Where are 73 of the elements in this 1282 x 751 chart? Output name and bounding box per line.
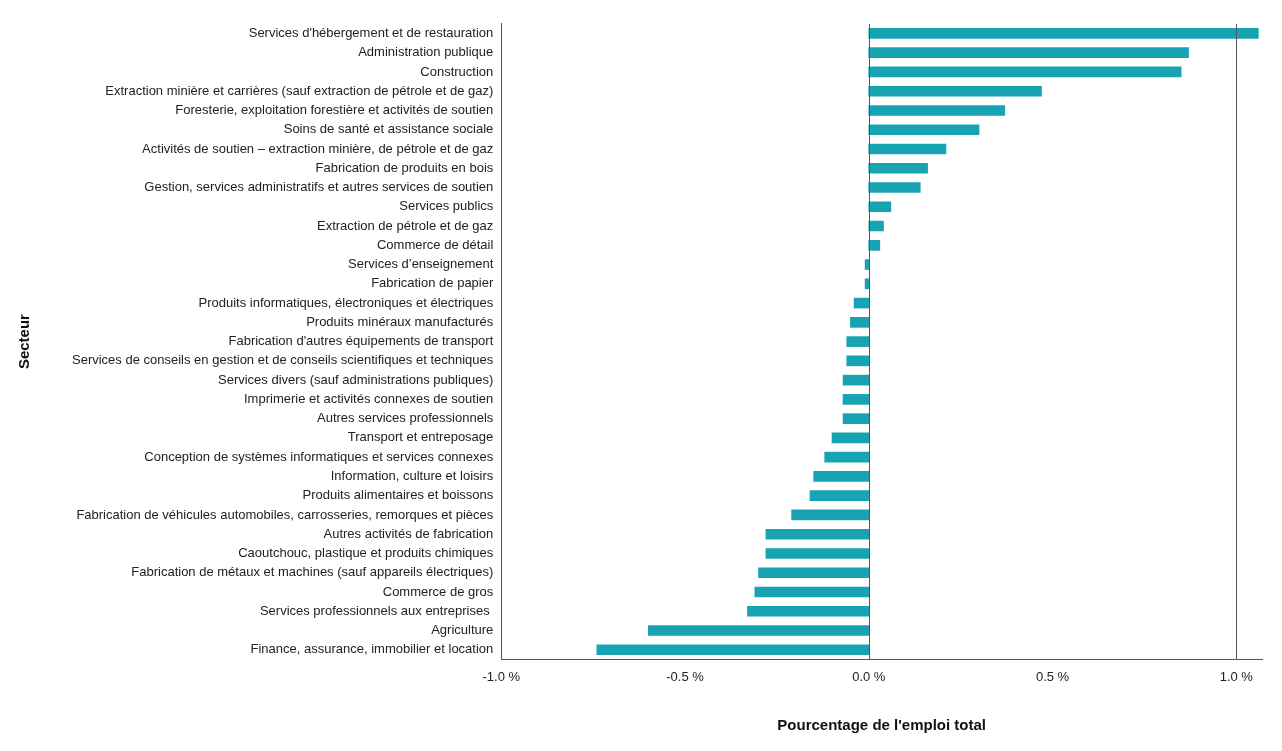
x-tick-label: 0.0 % bbox=[852, 668, 886, 684]
bar bbox=[842, 394, 870, 405]
bar bbox=[791, 509, 870, 521]
y-tick-label: Transport et entreposage bbox=[347, 429, 494, 445]
y-tick-label: Administration publique bbox=[358, 44, 494, 60]
bar bbox=[868, 66, 1182, 78]
bar bbox=[868, 124, 980, 136]
bar bbox=[846, 355, 870, 367]
y-tick-label: Fabrication de produits en bois bbox=[315, 159, 494, 175]
bar bbox=[813, 471, 870, 482]
bar bbox=[842, 374, 870, 386]
x-tick-label: -0.5 % bbox=[666, 668, 705, 684]
y-tick-label: Produits informatiques, électroniques et électriques bbox=[198, 294, 494, 310]
y-tick-label: Services d'hébergement et de restauration bbox=[248, 25, 494, 41]
bar bbox=[842, 413, 870, 424]
bar bbox=[868, 143, 947, 155]
y-tick-label: Foresterie, exploitation forestière et activités de soutien bbox=[175, 102, 494, 118]
bar bbox=[809, 490, 870, 502]
bar bbox=[868, 201, 892, 213]
y-tick-label: Fabrication de métaux et machines (sauf appareils électriques) bbox=[131, 564, 494, 580]
bar bbox=[868, 105, 1006, 116]
y-tick-label: Agriculture bbox=[431, 622, 494, 638]
bar bbox=[747, 605, 870, 617]
y-tick-label: Activités de soutien – extraction minière, de pétrole et de gaz bbox=[142, 140, 494, 156]
bar bbox=[765, 548, 870, 559]
y-tick-label: Caoutchouc, plastique et produits chimiques bbox=[238, 545, 494, 561]
y-tick-label: Produits alimentaires et boissons bbox=[302, 487, 494, 503]
bar bbox=[864, 259, 870, 270]
y-tick-label: Fabrication de véhicules automobiles, carrosseries, remorques et pièces bbox=[76, 506, 494, 522]
y-tick-label: Gestion, services administratifs et autres services de soutien bbox=[144, 179, 494, 195]
bar bbox=[846, 336, 870, 347]
y-axis-title: Secteur bbox=[15, 313, 33, 370]
y-tick-label: Services professionnels aux entreprises bbox=[259, 602, 494, 618]
bar bbox=[868, 47, 1189, 59]
bar bbox=[758, 567, 870, 579]
bar bbox=[850, 317, 870, 328]
y-tick-label: Commerce de détail bbox=[376, 236, 494, 252]
y-tick-label: Fabrication de papier bbox=[371, 275, 494, 291]
y-tick-label: Produits minéraux manufacturés bbox=[306, 313, 494, 329]
bar bbox=[868, 85, 1042, 97]
bar bbox=[824, 451, 870, 463]
bar bbox=[868, 162, 928, 174]
bar bbox=[868, 239, 881, 251]
y-tick-label: Extraction minière et carrières (sauf extraction de pétrole et de gaz) bbox=[105, 82, 494, 98]
bar bbox=[864, 278, 870, 290]
y-tick-label: Services d’enseignement bbox=[348, 256, 494, 272]
y-tick-label: Autres activités de fabrication bbox=[323, 525, 494, 541]
y-tick-label: Finance, assurance, immobilier et location bbox=[250, 641, 494, 657]
y-tick-label: Imprimerie et activités connexes de soutien bbox=[244, 390, 494, 406]
bar bbox=[754, 586, 870, 598]
y-tick-label: Commerce de gros bbox=[382, 583, 494, 599]
y-tick-label: Fabrication d'autres équipements de transport bbox=[228, 333, 494, 349]
y-tick-label: Extraction de pétrole et de gaz bbox=[316, 217, 494, 233]
bar bbox=[596, 644, 870, 656]
x-tick-label: 1.0 % bbox=[1219, 668, 1254, 684]
y-tick-label: Soins de santé et assistance sociale bbox=[283, 121, 494, 137]
bar bbox=[647, 625, 870, 636]
bar bbox=[853, 297, 870, 309]
y-tick-label: Conception de systèmes informatiques et services connexes bbox=[144, 448, 494, 464]
y-tick-label: Autres services professionnels bbox=[316, 410, 494, 426]
x-axis-title: Pourcentage de l'emploi total bbox=[777, 716, 986, 734]
bar bbox=[868, 182, 921, 193]
bar bbox=[831, 432, 870, 444]
y-tick-label: Information, culture et loisirs bbox=[330, 468, 494, 483]
y-tick-label: Services publics bbox=[399, 198, 494, 214]
bar bbox=[868, 220, 884, 232]
x-tick-label: -1.0 % bbox=[482, 668, 521, 684]
bar bbox=[868, 28, 1259, 39]
y-tick-label: Services de conseils en gestion et de conseils scientifiques et techniques bbox=[71, 352, 494, 368]
y-tick-label: Services divers (sauf administrations publiques) bbox=[218, 371, 494, 387]
y-tick-label: Construction bbox=[420, 63, 494, 79]
bar bbox=[765, 528, 870, 540]
x-tick-label: 0.5 % bbox=[1035, 668, 1070, 684]
